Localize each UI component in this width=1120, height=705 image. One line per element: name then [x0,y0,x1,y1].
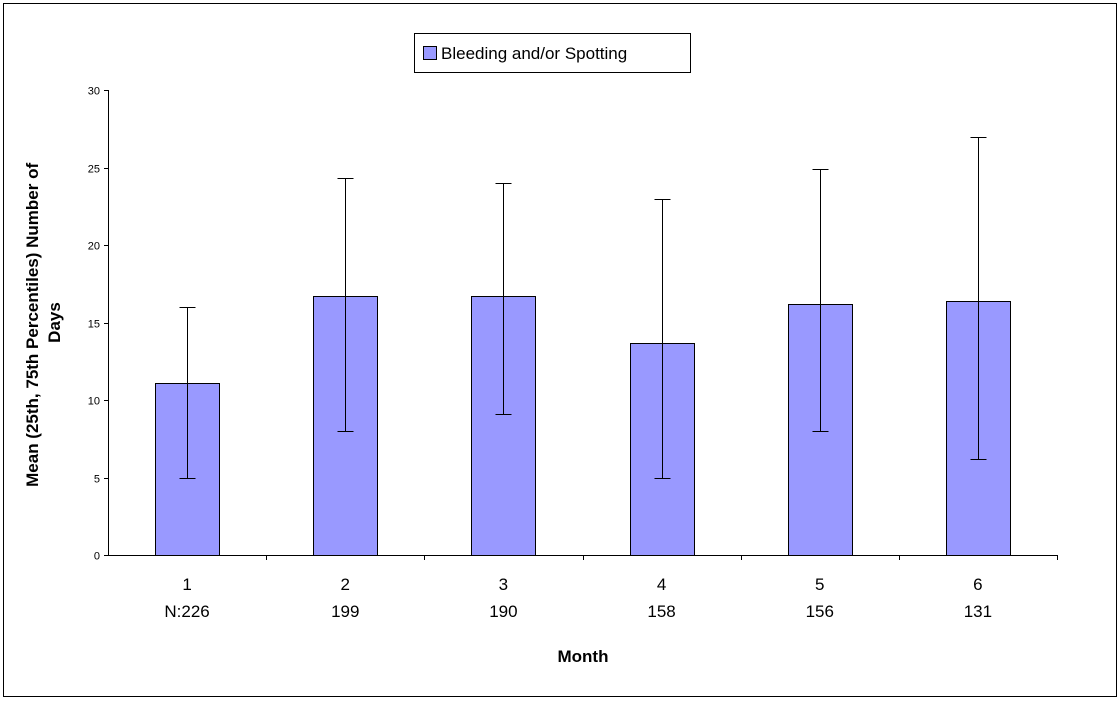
y-tick-label: 25 [88,164,100,176]
x-n-label: 199 [331,602,359,621]
legend-label: Bleeding and/or Spotting [441,44,627,63]
y-tick-label: 0 [94,551,100,563]
y-tick-label: 15 [88,319,100,331]
y-tick-label: 10 [88,396,100,408]
x-n-label: N:226 [164,602,209,621]
x-category-label: 2 [341,575,350,594]
y-axis-ticks: 0 5 10 15 20 25 30 [88,86,108,563]
x-n-label: 131 [964,602,992,621]
x-category-label: 1 [182,575,191,594]
x-category-label: 4 [657,575,666,594]
x-category-label: 5 [815,575,824,594]
y-tick-label: 5 [94,474,100,486]
y-axis-title-line-2: Days [45,302,64,343]
x-axis-title: Month [558,647,609,666]
legend-swatch [423,46,437,60]
x-n-label: 158 [647,602,675,621]
y-axis-title-line-1: Mean (25th, 75th Percentiles) Number of [23,163,42,487]
y-tick-label: 30 [88,86,100,98]
error-bars [179,137,987,479]
legend: Bleeding and/or Spotting [414,33,691,73]
x-n-label: 190 [489,602,517,621]
x-axis-labels: 1 N:226 2 199 3 190 4 158 5 156 6 131 [164,555,1058,621]
legend-box [414,33,691,73]
x-category-label: 3 [499,575,508,594]
chart-frame [3,3,1117,697]
y-tick-label: 20 [88,241,100,253]
y-axis-title: Mean (25th, 75th Percentiles) Number of … [23,158,64,487]
x-n-label: 156 [806,602,834,621]
x-category-label: 6 [973,575,982,594]
